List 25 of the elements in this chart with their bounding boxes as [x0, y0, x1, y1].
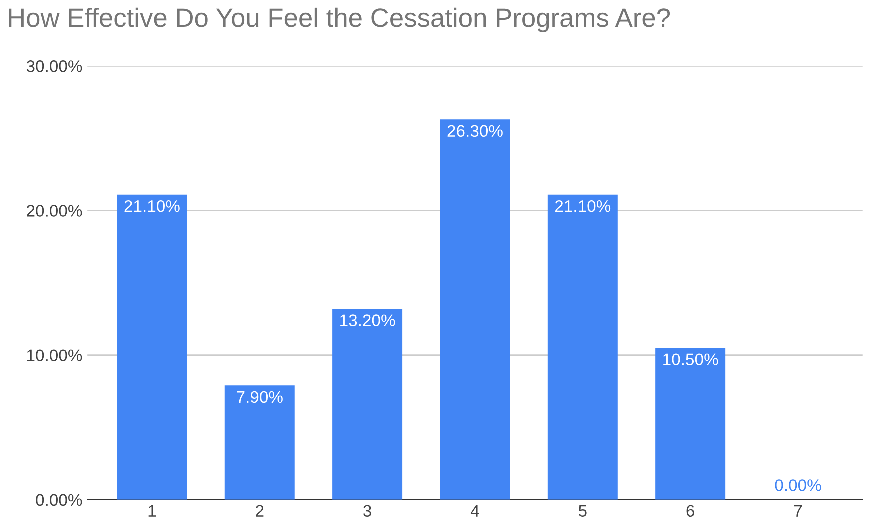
bar — [224, 386, 295, 500]
y-tick-label: 0.00% — [36, 494, 82, 506]
x-tick-label: 4 — [470, 505, 480, 517]
y-tick-label: 20.00% — [27, 205, 82, 217]
data-label: 13.20% — [340, 314, 396, 326]
bar — [117, 194, 188, 500]
data-label: 10.50% — [664, 354, 718, 366]
data-label: 21.10% — [124, 200, 180, 212]
x-tick-label: 6 — [686, 505, 694, 518]
bar — [440, 120, 510, 500]
bar — [656, 348, 726, 500]
bar — [332, 309, 403, 500]
y-tick-label: 10.00% — [27, 350, 82, 362]
x-tick-label: 2 — [256, 505, 264, 517]
data-label: 0.00% — [775, 480, 822, 492]
chart-title: How Effective Do You Feel the Cessation Programs Are? — [9, 8, 670, 33]
x-tick-label: 1 — [148, 505, 156, 517]
y-tick-label: 30.00% — [26, 60, 82, 72]
x-tick-label: 5 — [578, 505, 587, 518]
x-tick-label: 7 — [794, 505, 802, 517]
x-tick-label: 3 — [364, 505, 372, 518]
data-label: 7.90% — [237, 391, 283, 404]
data-label: 26.30% — [448, 125, 503, 138]
data-label: 21.10% — [555, 200, 611, 212]
bar — [548, 194, 618, 500]
